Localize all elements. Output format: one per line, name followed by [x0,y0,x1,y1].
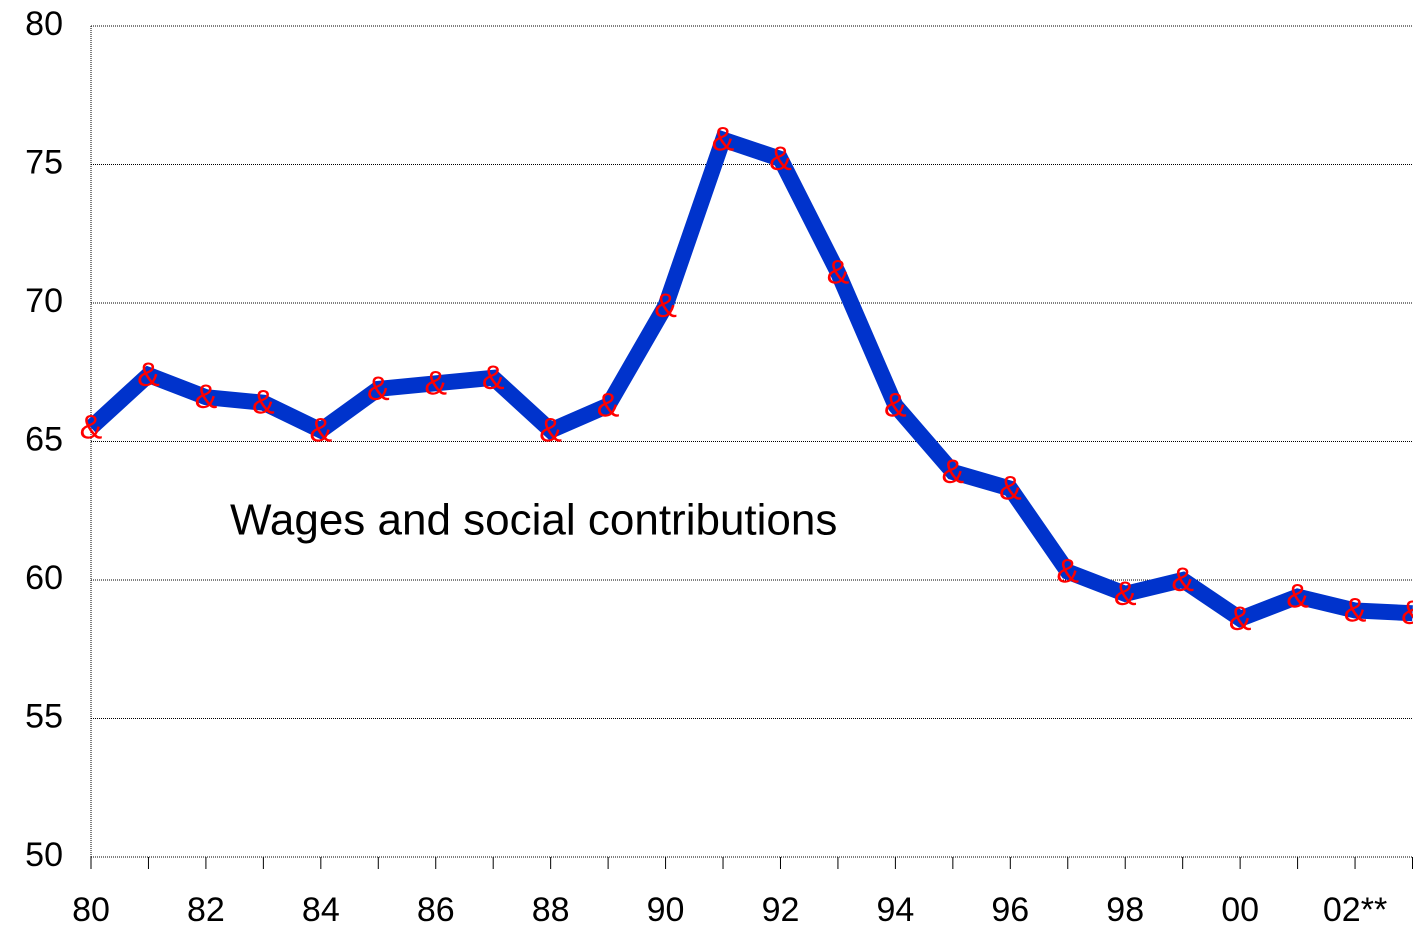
y-tick-label: 50 [25,836,63,874]
marker: & [884,386,907,424]
marker: & [252,384,275,422]
x-tick-label: 90 [647,891,685,929]
marker: & [712,121,735,159]
marker: & [597,386,620,424]
marker: & [942,453,965,491]
marker: & [1344,591,1367,629]
y-tick-label: 70 [25,282,63,320]
x-tick-label: 88 [532,891,570,929]
x-tick-label: 80 [72,891,110,929]
x-tick-label: 00 [1221,891,1259,929]
marker: & [1171,561,1194,599]
x-tick-label: 82 [187,891,225,929]
marker: & [137,356,160,394]
marker: & [1114,575,1137,613]
x-tick-label: 98 [1106,891,1144,929]
marker: & [309,411,332,449]
marker: & [539,411,562,449]
marker: & [424,364,447,402]
x-tick-label: 86 [417,891,455,929]
marker: & [80,409,103,447]
series-annotation: Wages and social contributions [230,496,837,545]
x-tick-label: 94 [876,891,914,929]
marker: & [367,370,390,408]
marker: & [1056,553,1079,591]
marker: & [999,470,1022,508]
marker: & [1286,578,1309,616]
y-tick-label: 75 [25,143,63,181]
marker: & [482,359,505,397]
y-tick-label: 80 [25,5,63,43]
x-tick-label: 92 [762,891,800,929]
y-tick-label: 65 [25,420,63,458]
x-tick-label: 84 [302,891,340,929]
x-tick-label: 96 [991,891,1029,929]
marker: & [1401,594,1413,632]
marker: & [654,287,677,325]
y-tick-label: 55 [25,697,63,735]
marker: & [1229,600,1252,638]
y-tick-label: 60 [25,559,63,597]
marker: & [827,254,850,292]
line [85,129,1413,628]
marker: & [769,140,792,178]
x-tick-label: 02** [1323,891,1387,929]
marker: & [195,378,218,416]
